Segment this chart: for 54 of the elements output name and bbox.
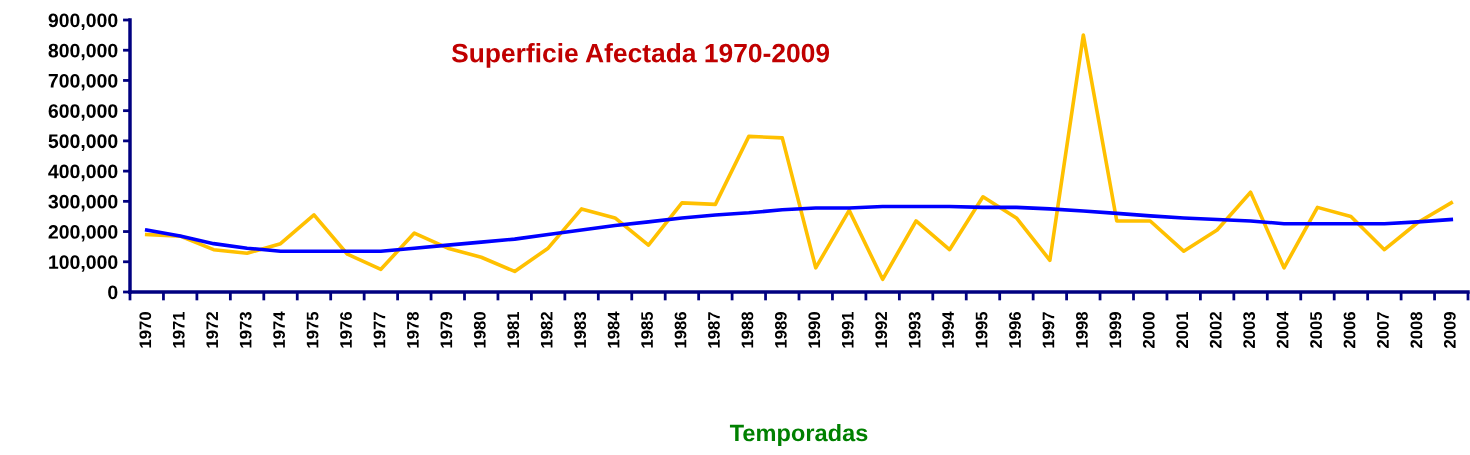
x-tick-label: 1998 xyxy=(1076,311,1088,348)
x-tick-label: 2007 xyxy=(1377,312,1389,348)
x-tick-label: 1972 xyxy=(206,312,219,348)
x-tick-label: 1988 xyxy=(741,311,754,348)
x-tick-label: 1980 xyxy=(473,312,486,348)
x-tick-label: 1975 xyxy=(306,311,319,348)
x-tick-label: 2004 xyxy=(1276,311,1289,348)
x-tick-label: 1982 xyxy=(540,312,553,348)
x-tick-label: 1981 xyxy=(507,311,520,348)
y-tick-label: 700,000 xyxy=(48,73,118,91)
x-tick-label: 2000 xyxy=(1142,312,1155,348)
x-tick-label: 1986 xyxy=(674,312,687,348)
line-series xyxy=(144,33,1454,282)
x-tick-label: 1973 xyxy=(239,312,252,348)
x-tick-label: 1985 xyxy=(641,311,653,348)
text: Superficie Afectada 1970-2009 xyxy=(451,43,830,68)
x-tick-label: 1990 xyxy=(808,312,821,348)
y-tick-label: 500,000 xyxy=(48,134,118,151)
x-tick-label: 1996 xyxy=(1009,312,1021,348)
y-tick-label: 300,000 xyxy=(48,194,118,212)
y-tick-label: 800,000 xyxy=(48,43,118,61)
x-tick-label: 1993 xyxy=(908,312,921,348)
x-tick-label: 1989 xyxy=(774,312,787,348)
y-tick-label: 100,000 xyxy=(49,255,118,272)
x-tick-label: 1995 xyxy=(975,311,988,348)
x-tick-label: 1991 xyxy=(841,311,854,348)
x-tick-label: 2006 xyxy=(1343,312,1356,348)
y-tick-label: 400,000 xyxy=(48,164,118,182)
x-axis-title: Temporadas xyxy=(729,423,868,446)
y-tick-label: 200,000 xyxy=(48,225,118,242)
x-tick-label: 1971 xyxy=(172,311,185,348)
x-tick-label: 1999 xyxy=(1109,312,1122,348)
x-tick-label: 1970 xyxy=(139,312,152,348)
x-tick-label: 1994 xyxy=(942,311,954,348)
y-tick-label: 0 xyxy=(108,285,118,300)
x-tick-label: 1976 xyxy=(340,312,352,348)
x-tick-label: 1983 xyxy=(574,312,587,348)
x-tick-label: 1997 xyxy=(1042,312,1055,348)
x-tick-label: 2001 xyxy=(1176,311,1189,348)
y-tick-label: 600,000 xyxy=(48,104,118,121)
x-tick-label: 1977 xyxy=(373,312,386,348)
x-tick-label: 2003 xyxy=(1243,312,1256,348)
x-tick-label: 1974 xyxy=(273,311,285,348)
x-tick-label: 1978 xyxy=(407,311,419,348)
x-tick-label: 2009 xyxy=(1443,312,1456,348)
line-series xyxy=(144,204,1454,254)
x-tick-label: 1992 xyxy=(875,312,888,348)
x-tick-label: 2008 xyxy=(1410,311,1423,348)
x-tick-label: 1984 xyxy=(607,311,620,348)
x-tick-label: 1979 xyxy=(440,312,453,348)
y-tick-label: 900,000 xyxy=(48,13,118,31)
x-tick-label: 2005 xyxy=(1310,311,1322,348)
x-tick-label: 2002 xyxy=(1209,312,1222,348)
x-tick-label: 1987 xyxy=(708,312,720,348)
